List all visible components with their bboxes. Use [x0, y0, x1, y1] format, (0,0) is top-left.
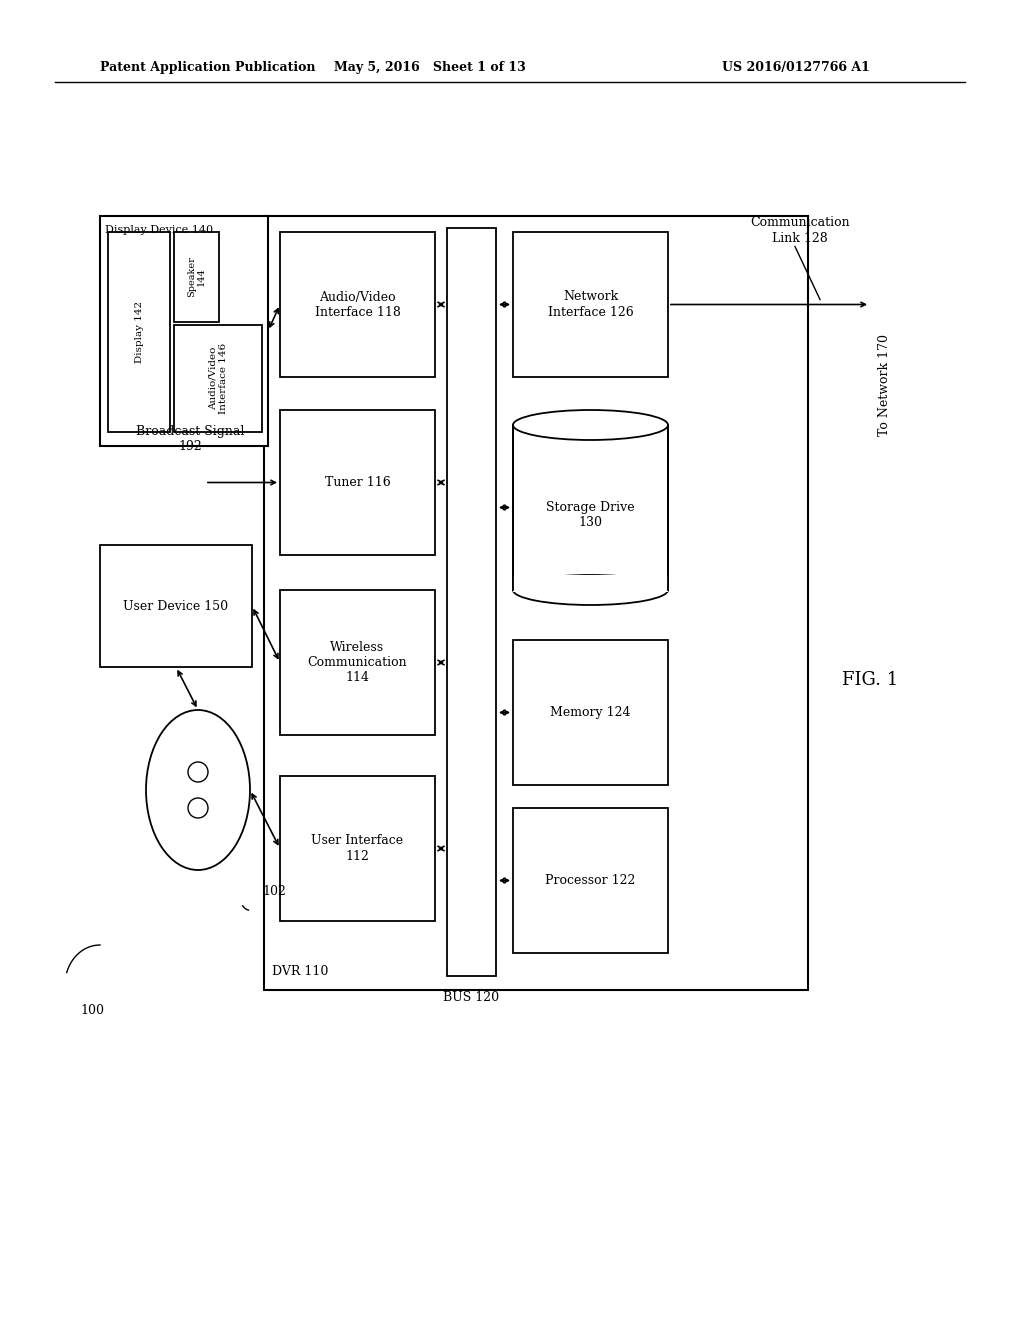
- Text: Display Device 140: Display Device 140: [105, 224, 213, 235]
- Text: Communication
Link 128: Communication Link 128: [751, 216, 850, 244]
- Text: User Device 150: User Device 150: [124, 599, 228, 612]
- Text: Patent Application Publication: Patent Application Publication: [100, 62, 315, 74]
- Text: Network
Interface 126: Network Interface 126: [548, 290, 634, 318]
- Text: 102: 102: [262, 884, 286, 898]
- Text: 100: 100: [80, 1003, 104, 1016]
- Text: To Network 170: To Network 170: [879, 334, 892, 437]
- Text: Broadcast Signal
192: Broadcast Signal 192: [136, 425, 244, 453]
- Bar: [280, 411, 435, 554]
- Bar: [513, 425, 668, 590]
- Text: DVR 110: DVR 110: [272, 965, 329, 978]
- Text: Speaker
144: Speaker 144: [186, 256, 206, 297]
- Text: Audio/Video
Interface 146: Audio/Video Interface 146: [208, 343, 227, 414]
- Text: Tuner 116: Tuner 116: [325, 477, 390, 488]
- Bar: [280, 590, 435, 735]
- Bar: [513, 808, 668, 953]
- Bar: [174, 232, 219, 322]
- Bar: [100, 545, 252, 667]
- Bar: [264, 216, 808, 990]
- Ellipse shape: [146, 710, 250, 870]
- Bar: [447, 228, 496, 975]
- Ellipse shape: [513, 411, 668, 440]
- Text: FIG. 1: FIG. 1: [842, 671, 898, 689]
- Bar: [174, 325, 262, 432]
- Bar: [280, 232, 435, 378]
- Text: Display 142: Display 142: [134, 301, 143, 363]
- Text: US 2016/0127766 A1: US 2016/0127766 A1: [722, 62, 870, 74]
- Bar: [513, 576, 668, 591]
- Bar: [513, 640, 668, 785]
- Text: Memory 124: Memory 124: [550, 706, 631, 719]
- Ellipse shape: [513, 576, 668, 605]
- Text: Audio/Video
Interface 118: Audio/Video Interface 118: [314, 290, 400, 318]
- Text: May 5, 2016   Sheet 1 of 13: May 5, 2016 Sheet 1 of 13: [334, 62, 526, 74]
- Text: Storage Drive
130: Storage Drive 130: [546, 502, 635, 529]
- Text: Wireless
Communication
114: Wireless Communication 114: [307, 642, 408, 684]
- Bar: [513, 232, 668, 378]
- Bar: [100, 216, 268, 446]
- Bar: [108, 232, 170, 432]
- Text: User Interface
112: User Interface 112: [311, 834, 403, 862]
- Bar: [280, 776, 435, 921]
- Text: Processor 122: Processor 122: [546, 874, 636, 887]
- Text: BUS 120: BUS 120: [443, 991, 500, 1005]
